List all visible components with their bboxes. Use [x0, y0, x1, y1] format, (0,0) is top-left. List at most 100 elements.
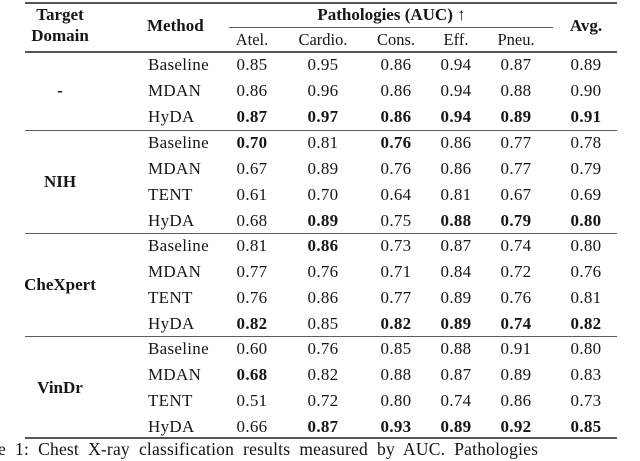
avg-header: Avg.	[569, 16, 603, 35]
auc-value-cell: 0.81	[307, 133, 339, 152]
auc-value-cell: 0.86	[380, 107, 412, 126]
table-row: MDAN 0.68 0.82 0.88 0.87 0.89 0.83	[0, 362, 640, 388]
domain-label: CheXpert	[24, 275, 96, 294]
method-cell: TENT	[148, 391, 193, 410]
avg-value-cell: 0.76	[570, 262, 602, 281]
domain-block-vindr: VinDr Baseline 0.60 0.76 0.85 0.88 0.91 …	[0, 336, 640, 440]
auc-value-cell: 0.67	[500, 185, 532, 204]
auc-value-cell: 0.87	[307, 417, 339, 436]
auc-value-cell: 0.86	[440, 133, 472, 152]
domain-label: VinDr	[37, 378, 83, 397]
table-row: MDAN 0.77 0.76 0.71 0.84 0.72 0.76	[0, 259, 640, 285]
auc-value-cell: 0.76	[380, 159, 412, 178]
auc-value-cell: 0.64	[380, 185, 412, 204]
avg-value-cell: 0.69	[570, 185, 602, 204]
avg-value-cell: 0.79	[570, 159, 602, 178]
method-cell: Baseline	[148, 339, 209, 358]
auc-value-cell: 0.82	[380, 314, 412, 333]
avg-value-cell: 0.90	[570, 81, 602, 100]
column-header-cardio: Cardio.	[298, 30, 348, 49]
auc-value-cell: 0.82	[307, 365, 339, 384]
method-cell: HyDA	[148, 107, 195, 126]
block-divider-rule	[25, 232, 617, 234]
domain-block-nih: NIH Baseline 0.70 0.81 0.76 0.86 0.77 0.…	[0, 130, 640, 234]
auc-value-cell: 0.87	[500, 55, 532, 74]
auc-value-cell: 0.75	[380, 211, 412, 230]
auc-value-cell: 0.76	[307, 262, 339, 281]
auc-value-cell: 0.89	[440, 417, 472, 436]
target-domain-header-line2: Domain	[31, 26, 89, 45]
domain-label: -	[57, 81, 63, 100]
auc-value-cell: 0.89	[440, 288, 472, 307]
auc-value-cell: 0.94	[440, 55, 472, 74]
auc-value-cell: 0.89	[440, 314, 472, 333]
auc-value-cell: 0.88	[380, 365, 412, 384]
auc-value-cell: 0.85	[236, 55, 268, 74]
auc-value-cell: 0.89	[500, 107, 532, 126]
auc-value-cell: 0.61	[236, 185, 268, 204]
block-divider-rule	[25, 335, 617, 337]
auc-value-cell: 0.66	[236, 417, 268, 436]
auc-value-cell: 0.86	[380, 81, 412, 100]
auc-value-cell: 0.74	[500, 236, 532, 255]
auc-value-cell: 0.76	[307, 339, 339, 358]
method-cell: MDAN	[148, 365, 202, 384]
auc-value-cell: 0.86	[307, 288, 339, 307]
auc-value-cell: 0.87	[440, 236, 472, 255]
auc-value-cell: 0.86	[236, 81, 268, 100]
domain-block-chexpert: CheXpert Baseline 0.81 0.86 0.73 0.87 0.…	[0, 233, 640, 337]
method-cell: Baseline	[148, 55, 209, 74]
auc-value-cell: 0.77	[500, 159, 532, 178]
avg-value-cell: 0.73	[570, 391, 602, 410]
auc-value-cell: 0.70	[307, 185, 339, 204]
auc-value-cell: 0.68	[236, 365, 268, 384]
auc-value-cell: 0.77	[500, 133, 532, 152]
table-top-rule	[25, 2, 617, 5]
auc-value-cell: 0.81	[236, 236, 268, 255]
domain-block-none: - Baseline 0.85 0.95 0.86 0.94 0.87 0.89…	[0, 52, 640, 130]
method-cell: Baseline	[148, 236, 209, 255]
avg-value-cell: 0.91	[570, 107, 602, 126]
pathologies-group-rule	[229, 26, 553, 28]
avg-value-cell: 0.85	[570, 417, 602, 436]
auc-value-cell: 0.74	[500, 314, 532, 333]
table-row: MDAN 0.67 0.89 0.76 0.86 0.77 0.79	[0, 156, 640, 182]
header-bottom-rule	[25, 51, 617, 54]
auc-value-cell: 0.81	[440, 185, 472, 204]
table-row: HyDA 0.68 0.89 0.75 0.88 0.79 0.80	[0, 208, 640, 234]
auc-value-cell: 0.89	[500, 365, 532, 384]
auc-value-cell: 0.88	[440, 339, 472, 358]
avg-value-cell: 0.81	[570, 288, 602, 307]
auc-value-cell: 0.86	[380, 55, 412, 74]
avg-value-cell: 0.89	[570, 55, 602, 74]
avg-value-cell: 0.83	[570, 365, 602, 384]
table-caption: e 1: Chest X-ray classification results …	[0, 439, 539, 459]
auc-value-cell: 0.72	[500, 262, 532, 281]
method-cell: MDAN	[148, 262, 202, 281]
auc-value-cell: 0.88	[440, 211, 472, 230]
auc-value-cell: 0.71	[380, 262, 412, 281]
auc-value-cell: 0.95	[307, 55, 339, 74]
auc-value-cell: 0.84	[440, 262, 472, 281]
avg-value-cell: 0.80	[570, 236, 602, 255]
auc-value-cell: 0.86	[440, 159, 472, 178]
auc-value-cell: 0.86	[307, 236, 339, 255]
method-cell: TENT	[148, 288, 193, 307]
method-cell: HyDA	[148, 211, 195, 230]
method-cell: Baseline	[148, 133, 209, 152]
method-cell: HyDA	[148, 314, 195, 333]
auc-value-cell: 0.87	[236, 107, 268, 126]
auc-value-cell: 0.74	[440, 391, 472, 410]
auc-value-cell: 0.89	[307, 159, 339, 178]
domain-label: NIH	[43, 172, 77, 191]
method-cell: MDAN	[148, 81, 202, 100]
table-row: MDAN 0.86 0.96 0.86 0.94 0.88 0.90	[0, 78, 640, 104]
avg-value-cell: 0.78	[570, 133, 602, 152]
auc-value-cell: 0.77	[380, 288, 412, 307]
avg-value-cell: 0.82	[570, 314, 602, 333]
table-row: HyDA 0.82 0.85 0.82 0.89 0.74 0.82	[0, 311, 640, 337]
column-header-cons: Cons.	[376, 30, 416, 49]
block-divider-rule	[25, 130, 617, 132]
auc-value-cell: 0.76	[500, 288, 532, 307]
